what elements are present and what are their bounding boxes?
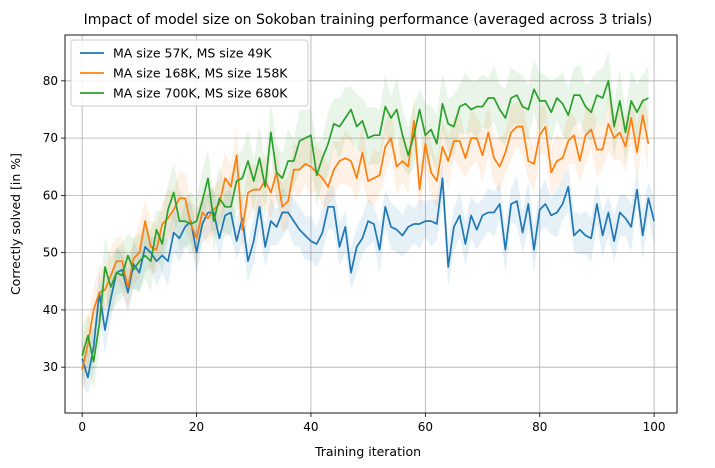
x-tick-label: 60 [418, 420, 433, 434]
x-tick-label: 20 [189, 420, 204, 434]
series-2-band [82, 51, 649, 389]
legend-entry-0: MA size 57K, MS size 49K [113, 46, 272, 61]
series-0-band [82, 161, 655, 394]
legend-entry-2: MA size 700K, MS size 680K [113, 86, 288, 101]
chart-title: Impact of model size on Sokoban training… [84, 12, 653, 28]
series-lines [81, 79, 655, 379]
series-0-line [81, 177, 655, 379]
y-axis-label: Correctly solved [in %] [8, 153, 23, 295]
legend-entry-1: MA size 168K, MS size 158K [113, 66, 288, 81]
y-tick-label: 60 [43, 188, 58, 202]
series-1-band [82, 93, 649, 394]
y-tick-label: 50 [43, 246, 58, 260]
y-tick-label: 30 [43, 360, 58, 374]
x-tick-label: 80 [532, 420, 547, 434]
x-axis-label: Training iteration [314, 444, 421, 459]
x-tick-label: 0 [78, 420, 86, 434]
axis-ticks: 0 20 40 60 80 100 30 40 50 60 70 80 [43, 74, 666, 434]
series-2-line [81, 79, 649, 363]
legend: MA size 57K, MS size 49K MA size 168K, MS… [70, 39, 309, 107]
y-tick-label: 70 [43, 131, 58, 145]
y-tick-label: 80 [43, 74, 58, 88]
x-tick-label: 100 [643, 420, 666, 434]
confidence-bands [82, 51, 655, 394]
y-tick-label: 40 [43, 303, 58, 317]
plot-area-frame [64, 34, 678, 414]
legend-box [70, 39, 309, 107]
x-tick-label: 40 [303, 420, 318, 434]
